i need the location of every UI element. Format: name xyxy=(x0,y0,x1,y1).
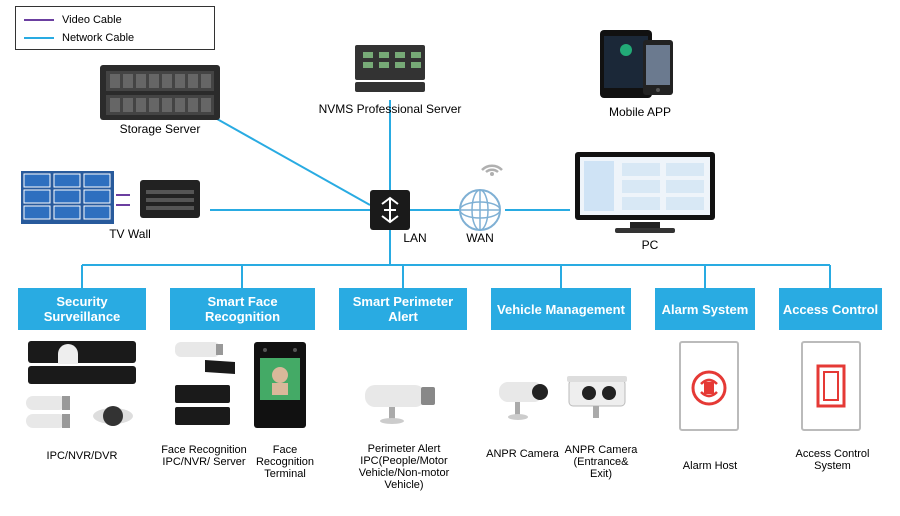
storage-device xyxy=(100,65,220,120)
device-6 xyxy=(678,340,740,432)
legend-label: Network Cable xyxy=(62,32,134,44)
category-peri: Smart Perimeter Alert xyxy=(339,288,467,330)
legend-label: Video Cable xyxy=(62,14,122,26)
nvms-label: NVMS Professional Server xyxy=(300,102,480,116)
device-3-label: Perimeter Alert IPC(People/Motor Vehicle… xyxy=(339,443,469,491)
tvwall-label: TV Wall xyxy=(90,227,170,241)
mobile-device xyxy=(595,28,685,103)
device-5 xyxy=(565,372,635,422)
device-7-label: Access Control System xyxy=(780,448,885,472)
category-sec: Security Surveillance xyxy=(18,288,146,330)
device-5-label: ANPR Camera (Entrance& Exit) xyxy=(562,444,640,480)
wan-label: WAN xyxy=(455,231,505,245)
category-face: Smart Face Recognition xyxy=(170,288,315,330)
device-3 xyxy=(355,370,450,425)
tvwall-device xyxy=(20,170,210,225)
device-1 xyxy=(170,340,240,430)
device-0 xyxy=(18,336,146,431)
device-0-label: IPC/NVR/DVR xyxy=(18,450,146,462)
mobile-label: Mobile APP xyxy=(595,105,685,119)
pc-label: PC xyxy=(630,238,670,252)
wan-device xyxy=(455,185,505,235)
category-alarm: Alarm System xyxy=(655,288,755,330)
device-7 xyxy=(800,340,862,432)
device-1-label: Face Recognition IPC/NVR/ Server xyxy=(160,444,248,468)
category-veh: Vehicle Management xyxy=(491,288,631,330)
storage-label: Storage Server xyxy=(100,122,220,136)
device-4 xyxy=(493,370,558,425)
lan-label: LAN xyxy=(395,231,435,245)
device-6-label: Alarm Host xyxy=(665,460,755,472)
device-4-label: ANPR Camera xyxy=(485,448,560,460)
lan-device xyxy=(370,190,410,230)
wifi-device xyxy=(478,150,506,178)
pc-device xyxy=(570,150,720,235)
legend: Video Cable Network Cable xyxy=(15,6,215,50)
device-2-label: Face Recognition Terminal xyxy=(250,444,320,480)
device-2 xyxy=(250,340,310,430)
nvms-device xyxy=(345,45,435,100)
category-acc: Access Control xyxy=(779,288,882,330)
